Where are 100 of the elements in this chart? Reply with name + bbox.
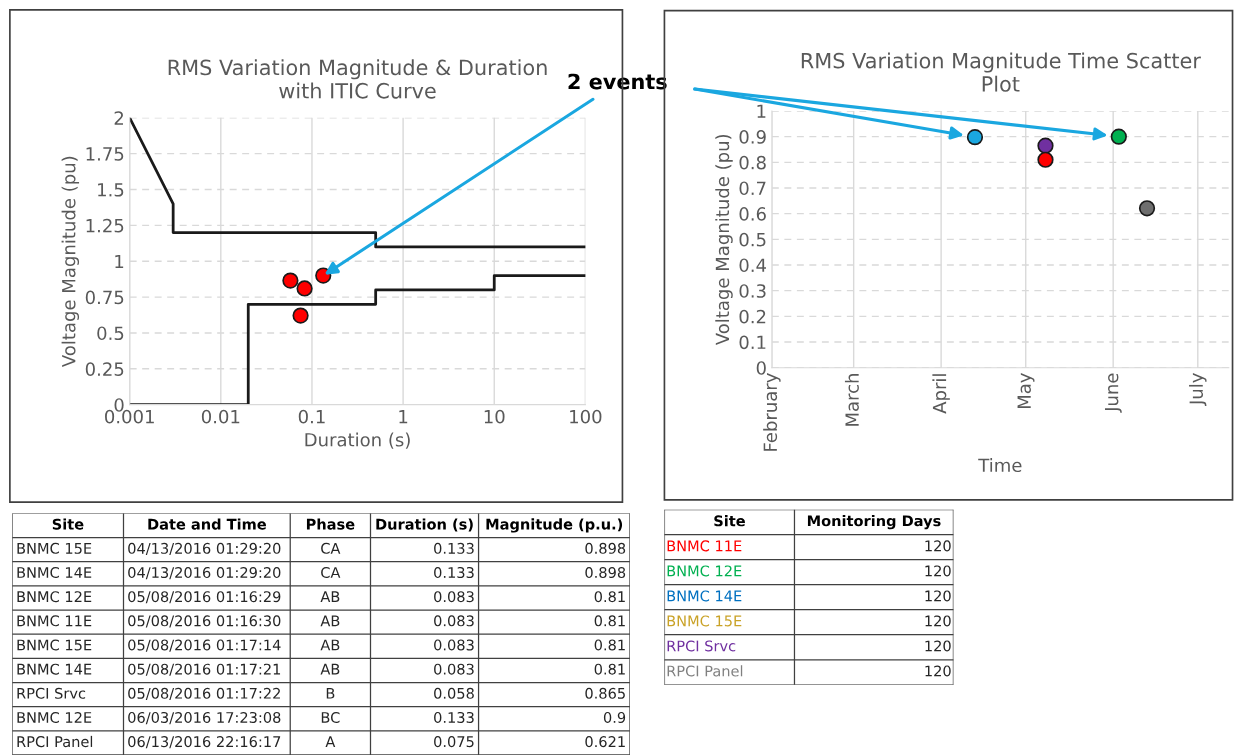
text: 05/08/2016 01:17:21 — [128, 663, 281, 676]
text: RPCI Panel — [667, 665, 743, 677]
text: 06/03/2016 17:23:08 — [128, 711, 281, 725]
y-tick-label: 0.6 — [739, 207, 766, 221]
text: 0.9 — [603, 711, 626, 723]
text: B — [326, 687, 335, 699]
text: 0.865 — [585, 687, 625, 699]
text: 0.81 — [594, 591, 625, 603]
text: 120 — [925, 540, 951, 552]
text: 0.075 — [434, 736, 474, 748]
text: BNMC 11E — [667, 540, 742, 552]
text: 120 — [925, 665, 951, 677]
text: 04/13/2016 01:29:20 — [128, 542, 281, 556]
y-tick-label: 0.4 — [739, 258, 766, 273]
y-tick-label: 1.5 — [98, 183, 124, 197]
y-tick-label: 0.3 — [739, 284, 766, 298]
text: 0.81 — [594, 639, 625, 651]
text: 06/13/2016 22:16:17 — [128, 736, 281, 749]
chart-title: RMS Variation Magnitude & Duration with ITIC Curve — [168, 59, 547, 99]
x-axis-title: Duration (s) — [305, 432, 410, 449]
text: 0.898 — [585, 542, 626, 554]
x-tick-label: 0.01 — [201, 409, 240, 424]
text: BNMC 12E — [17, 591, 92, 603]
text: RPCI Srvc — [17, 687, 86, 699]
text: CA — [321, 542, 341, 554]
text: AB — [320, 615, 340, 627]
y-tick-label: 2 — [114, 111, 124, 125]
x-tick-label: 0.1 — [298, 409, 325, 424]
y-tick-label: 0.9 — [739, 130, 766, 144]
x-tick-label: March — [844, 374, 859, 426]
chart-title: RMS Variation Magnitude Time Scatter Plot — [801, 52, 1201, 92]
text: 0.133 — [434, 542, 474, 554]
text: AB — [320, 663, 340, 675]
y-tick-label: 0.2 — [739, 309, 766, 324]
y-tick-label: 0.25 — [85, 362, 124, 376]
text: 0.083 — [434, 639, 474, 651]
text: BNMC 15E — [17, 542, 92, 554]
y-tick-label: 0.5 — [739, 232, 766, 247]
text: 0.133 — [434, 567, 474, 579]
text: BNMC 11E — [17, 615, 92, 627]
y-axis-title: Voltage Magnitude (pu) — [715, 134, 733, 346]
text: 0.621 — [585, 736, 625, 748]
x-tick-label: 10 — [484, 409, 505, 424]
x-tick-label: April — [932, 374, 950, 414]
text: RPCI Panel — [17, 735, 93, 748]
y-tick-label: 1.25 — [86, 218, 124, 233]
text: 0.81 — [594, 615, 625, 627]
x-tick-label: June — [1105, 373, 1122, 413]
text: A — [325, 736, 336, 747]
text: BC — [321, 711, 340, 723]
y-tick-label: 0.75 — [85, 290, 124, 305]
text: 0.083 — [434, 663, 474, 675]
text: 05/08/2016 01:17:22 — [128, 687, 280, 700]
y-tick-label: 0.1 — [739, 335, 766, 350]
text: AB — [320, 639, 340, 651]
x-tick-label: February — [763, 373, 781, 451]
y-tick-label: 0 — [756, 361, 766, 375]
text: 0.058 — [434, 687, 474, 699]
text: 04/13/2016 01:29:20 — [128, 567, 281, 580]
text: 0.81 — [594, 663, 625, 675]
x-tick-label: May — [1017, 373, 1035, 409]
text: 05/08/2016 01:16:30 — [128, 615, 281, 628]
text: AB — [320, 591, 340, 602]
text: BNMC 12E — [17, 711, 92, 723]
text: BNMC 14E — [17, 567, 92, 579]
y-tick-label: 0.5 — [97, 326, 124, 341]
text: RPCI Srvc — [667, 640, 736, 652]
text: 0.898 — [585, 567, 626, 579]
text: 120 — [925, 615, 951, 627]
text: BNMC 14E — [17, 663, 92, 675]
category-label: Site — [52, 518, 84, 530]
x-axis-title: Time — [978, 458, 1022, 473]
y-tick-label: 1 — [757, 104, 766, 118]
y-axis-title: Voltage Magnitude (pu) — [61, 156, 80, 368]
y-tick-label: 1 — [115, 254, 124, 269]
y-tick-label: 1.75 — [86, 147, 124, 161]
category-label: Monitoring Days — [807, 515, 941, 530]
category-label: Site — [714, 515, 745, 527]
text: 0.083 — [434, 615, 474, 627]
text: BNMC 14E — [667, 590, 742, 602]
x-tick-label: July — [1189, 373, 1207, 406]
y-tick-label: 0.8 — [739, 155, 766, 170]
category-label: Duration (s) — [376, 518, 473, 532]
text: BNMC 12E — [667, 565, 742, 577]
text: 120 — [925, 590, 951, 602]
text: 05/08/2016 01:17:14 — [128, 639, 281, 652]
text: CA — [321, 567, 341, 579]
text: 0.083 — [434, 591, 474, 603]
category-label: Magnitude (p.u.) — [486, 518, 623, 533]
text: 0.133 — [434, 711, 474, 723]
category-label: Date and Time — [148, 518, 266, 530]
text: BNMC 15E — [667, 615, 742, 627]
y-tick-label: 0.7 — [739, 181, 766, 196]
text: 120 — [925, 640, 951, 652]
category-label: Phase — [306, 518, 355, 530]
text: 120 — [925, 565, 951, 577]
x-tick-label: 100 — [570, 409, 602, 424]
x-tick-label: 1 — [399, 410, 408, 424]
text: 05/08/2016 01:16:29 — [128, 591, 281, 604]
text: BNMC 15E — [17, 639, 92, 651]
